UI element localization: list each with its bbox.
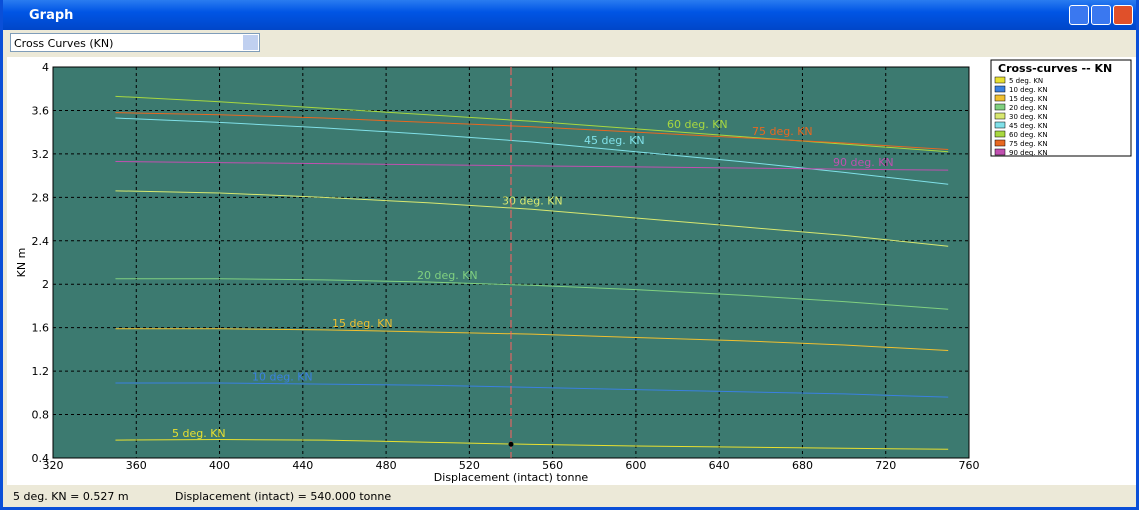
x-tick-label: 720 <box>875 459 896 472</box>
x-tick-label: 760 <box>959 459 980 472</box>
legend-box <box>990 59 1132 157</box>
curve-label: 30 deg. KN <box>502 194 563 207</box>
chart: 320 360 400 440 480 520 560 600 640 680 720 760 0.4 0… <box>15 59 1132 484</box>
x-tick-label: 520 <box>459 459 480 472</box>
y-tick-label: 4 <box>42 61 49 74</box>
x-tick-label: 560 <box>542 459 563 472</box>
maximize-button[interactable] <box>1091 5 1111 25</box>
y-tick-label: 3.6 <box>32 104 50 117</box>
curve-label: 20 deg. KN <box>417 269 478 282</box>
curve-label: 75 deg. KN <box>752 125 813 138</box>
legend-entry: 20 deg. KN <box>1009 104 1048 112</box>
curve-label: 45 deg. KN <box>584 134 645 147</box>
legend-swatch <box>994 94 1006 102</box>
y-tick-label: 1.2 <box>32 365 50 378</box>
legend-swatch <box>994 85 1006 93</box>
chart-panel: 320 360 400 440 480 520 560 600 640 680 720 760 0.4 0… <box>7 57 1136 485</box>
y-tick-label: 0.4 <box>32 452 50 465</box>
curve-label: 60 deg. KN <box>667 118 728 131</box>
legend-entry: 30 deg. KN <box>1009 113 1048 121</box>
x-tick-label: 440 <box>292 459 313 472</box>
series-line <box>115 439 949 450</box>
y-tick-label: 0.8 <box>32 409 50 422</box>
x-tick-label: 640 <box>709 459 730 472</box>
legend-entry: 15 deg. KN <box>1009 95 1048 103</box>
y-axis-label: KN m <box>15 248 28 278</box>
curve-label: 90 deg. KN <box>833 156 894 169</box>
graph-selector[interactable]: Cross Curves (KN) <box>10 33 260 52</box>
series-line <box>115 278 949 310</box>
legend-swatch <box>994 148 1006 156</box>
legend-swatch <box>994 139 1006 147</box>
x-tick-label: 320 <box>43 459 64 472</box>
curve-label: 15 deg. KN <box>332 317 393 330</box>
series-line <box>115 328 949 351</box>
window-title: Graph <box>29 8 74 23</box>
title-bar: Graph <box>3 0 1136 30</box>
legend-swatch <box>994 130 1006 138</box>
dropdown-arrow[interactable] <box>243 35 258 50</box>
y-tick-label: 2 <box>42 278 49 291</box>
legend-entry: 90 deg. KN <box>1009 149 1048 157</box>
legend-swatch <box>994 112 1006 120</box>
legend-swatch <box>994 121 1006 129</box>
series-line <box>115 160 949 171</box>
legend-entry: 75 deg. KN <box>1009 140 1048 148</box>
series-line <box>115 112 949 151</box>
x-tick-label: 600 <box>625 459 646 472</box>
status-displacement: Displacement (intact) = 540.000 tonne <box>175 490 392 503</box>
x-tick-label: 680 <box>792 459 813 472</box>
series-line <box>115 190 949 247</box>
x-tick-label: 400 <box>209 459 230 472</box>
series-line <box>115 382 949 398</box>
x-axis-label: Displacement (intact) tonne <box>434 471 589 484</box>
legend-entry: 60 deg. KN <box>1009 131 1048 139</box>
status-value: 5 deg. KN = 0.527 m <box>13 490 129 503</box>
legend-entry: 5 deg. KN <box>1009 77 1043 85</box>
cursor-point <box>508 441 514 447</box>
legend-title: Cross-curves -- KN <box>998 62 1112 75</box>
legend-swatch <box>994 103 1006 111</box>
curve-label: 5 deg. KN <box>172 427 226 440</box>
legend-swatch <box>994 76 1006 84</box>
minimize-button[interactable] <box>1069 5 1089 25</box>
y-tick-label: 2.8 <box>32 191 50 204</box>
x-tick-label: 360 <box>126 459 147 472</box>
close-button[interactable] <box>1113 5 1133 25</box>
y-tick-label: 3.2 <box>32 148 50 161</box>
legend-entry: 45 deg. KN <box>1009 122 1048 130</box>
selector-text: Cross Curves (KN) <box>14 37 114 50</box>
y-tick-label: 2.4 <box>32 235 50 248</box>
legend-entry: 10 deg. KN <box>1009 86 1048 94</box>
curve-label: 10 deg. KN <box>252 370 313 383</box>
x-tick-label: 480 <box>376 459 397 472</box>
y-tick-label: 1.6 <box>32 322 50 335</box>
